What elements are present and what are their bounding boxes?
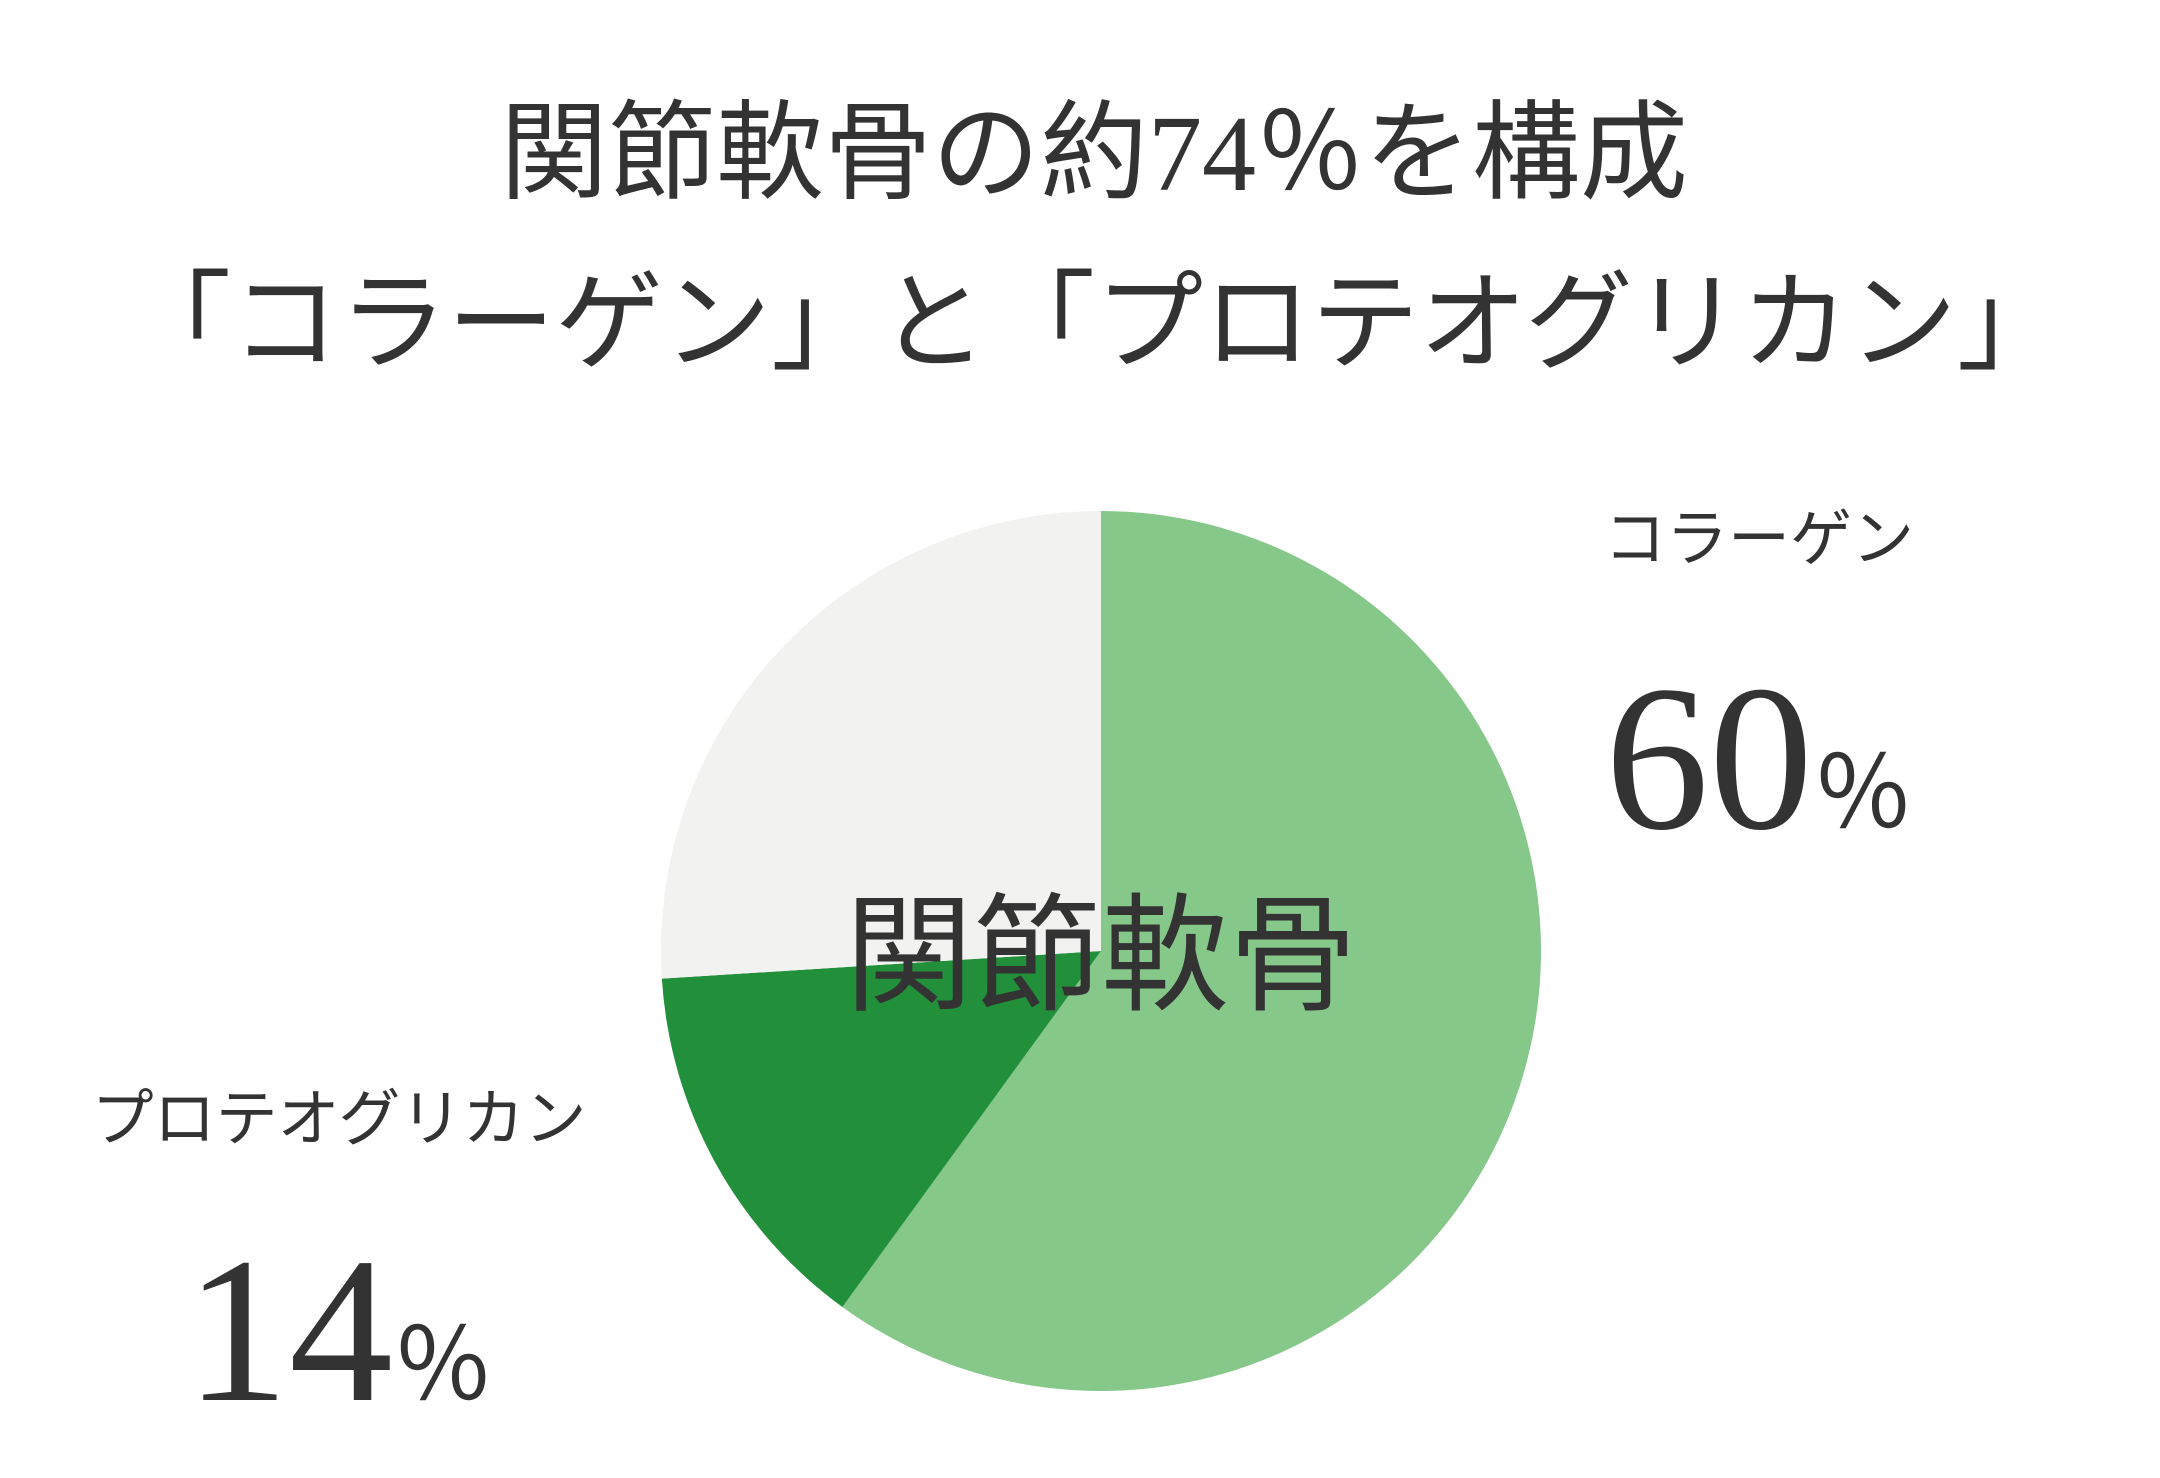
pie-slice [660,511,1101,979]
pie-slice [661,951,1101,1307]
category-label: コラーゲン [1604,506,1914,574]
pie [660,511,1541,1392]
chart-title: 関節軟骨の約74％を構成 [500,95,1688,214]
chart-title: 「コラーゲン」と「プロテオグリカン」 [123,265,2065,384]
value-label: 60％ [1605,643,1913,873]
pie-slice [842,511,1541,1392]
value-label: 14％ [185,1215,493,1445]
category-label: プロテオグリカン [92,1086,587,1154]
center-label: 関節軟骨 [845,882,1357,1031]
